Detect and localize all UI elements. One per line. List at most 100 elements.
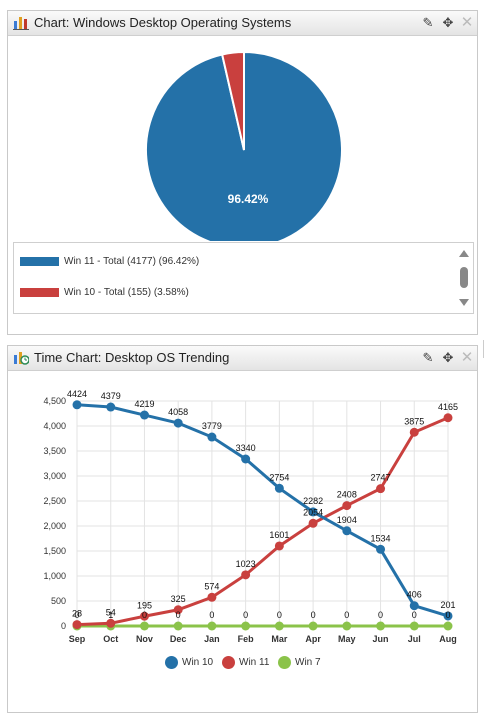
legend-dot xyxy=(165,656,178,669)
data-point[interactable] xyxy=(443,413,453,423)
data-point[interactable] xyxy=(207,592,217,602)
legend-swatch xyxy=(20,287,59,297)
data-point[interactable] xyxy=(106,402,116,412)
series-line-win11 xyxy=(76,416,449,627)
pie-slice-win10[interactable] xyxy=(220,50,245,151)
y-tick-label: 3,500 xyxy=(43,446,66,456)
data-point[interactable] xyxy=(139,611,149,621)
data-point[interactable] xyxy=(409,427,419,437)
legend-scrollbar[interactable] xyxy=(460,267,468,288)
data-label: 28 xyxy=(72,609,82,619)
data-point[interactable] xyxy=(173,418,183,428)
edit-icon[interactable]: ✎ xyxy=(422,15,434,30)
data-point[interactable] xyxy=(342,526,352,536)
x-tick-label: Feb xyxy=(238,634,255,644)
data-label: 1534 xyxy=(371,533,391,543)
data-point[interactable] xyxy=(173,605,183,615)
data-point[interactable] xyxy=(173,621,183,631)
line-chart-panel: Time Chart: Desktop OS Trending ✎ ✥ ✕ 0 5… xyxy=(7,345,478,713)
data-label: 201 xyxy=(440,600,455,610)
data-label: 574 xyxy=(204,581,219,591)
data-point[interactable] xyxy=(139,410,149,420)
data-label: 2054 xyxy=(303,507,323,517)
data-point[interactable] xyxy=(72,620,82,630)
data-point[interactable] xyxy=(342,501,352,511)
data-label: 3875 xyxy=(404,416,424,426)
x-tick-label: May xyxy=(338,634,356,644)
data-point[interactable] xyxy=(274,483,284,493)
legend-label: Win 11 xyxy=(239,657,270,669)
data-point[interactable] xyxy=(139,621,149,631)
data-point[interactable] xyxy=(376,484,386,494)
bar-chart-icon xyxy=(13,17,29,30)
time-chart-icon xyxy=(14,352,29,365)
data-label: 0 xyxy=(277,610,282,620)
legend-item-win7[interactable]: Win 7 xyxy=(278,656,321,669)
y-tick-label: 0 xyxy=(61,621,66,631)
data-point[interactable] xyxy=(376,544,386,554)
data-point[interactable] xyxy=(308,621,318,631)
data-label: 4219 xyxy=(134,399,154,409)
data-point[interactable] xyxy=(308,507,318,517)
line-panel-title: Time Chart: Desktop OS Trending xyxy=(34,350,230,365)
legend-item-win10[interactable]: Win 10 xyxy=(165,656,213,669)
y-tick-label: 1,000 xyxy=(43,571,66,581)
scroll-up-arrow-icon[interactable] xyxy=(459,250,469,257)
data-point[interactable] xyxy=(342,621,352,631)
data-point[interactable] xyxy=(308,518,318,528)
data-label: 1023 xyxy=(236,559,256,569)
legend-label: Win 10 - Total (155) (3.58%) xyxy=(64,287,189,298)
data-point[interactable] xyxy=(207,432,217,442)
data-label: 1904 xyxy=(337,515,357,525)
move-icon[interactable]: ✥ xyxy=(442,15,454,30)
data-label: 54 xyxy=(106,607,116,617)
x-tick-label: Nov xyxy=(136,634,153,644)
close-icon[interactable]: ✕ xyxy=(460,14,474,31)
data-point[interactable] xyxy=(443,621,453,631)
data-label: 195 xyxy=(137,600,152,610)
legend-swatch xyxy=(20,256,59,266)
pie-center-label: 96.42% xyxy=(228,192,269,206)
x-tick-label: Jan xyxy=(204,634,220,644)
data-point[interactable] xyxy=(409,621,419,631)
legend-label: Win 7 xyxy=(295,657,321,669)
data-label: 0 xyxy=(445,610,450,620)
data-point[interactable] xyxy=(241,621,251,631)
pie-legend: Win 11 - Total (4177) (96.42%) Win 10 - … xyxy=(13,242,474,314)
pie-slice-win11[interactable] xyxy=(145,50,343,241)
y-tick-label: 3,000 xyxy=(43,471,66,481)
legend-label: Win 10 xyxy=(182,657,214,669)
move-icon[interactable]: ✥ xyxy=(442,350,454,365)
data-point[interactable] xyxy=(241,454,251,464)
x-tick-label: Oct xyxy=(103,634,118,644)
data-point[interactable] xyxy=(443,611,453,621)
data-label: 4058 xyxy=(168,407,188,417)
data-label: 325 xyxy=(171,594,186,604)
edit-icon[interactable]: ✎ xyxy=(422,350,434,365)
data-point[interactable] xyxy=(241,570,251,580)
legend-item-win10[interactable]: Win 10 - Total (155) (3.58%) xyxy=(20,287,189,298)
data-point[interactable] xyxy=(274,541,284,551)
scroll-down-arrow-icon[interactable] xyxy=(459,299,469,306)
data-point[interactable] xyxy=(409,601,419,611)
data-label: 1601 xyxy=(269,530,289,540)
legend-item-win11[interactable]: Win 11 - Total (4177) (96.42%) xyxy=(20,256,199,267)
data-label: 0 xyxy=(311,610,316,620)
legend-dot xyxy=(222,656,235,669)
data-label: 0 xyxy=(142,610,147,620)
data-point[interactable] xyxy=(376,621,386,631)
data-point[interactable] xyxy=(274,621,284,631)
close-icon[interactable]: ✕ xyxy=(460,349,474,366)
data-label: 4424 xyxy=(67,389,87,399)
data-point[interactable] xyxy=(106,618,116,628)
legend-dot xyxy=(278,656,291,669)
legend-item-win11[interactable]: Win 11 xyxy=(222,656,269,669)
y-tick-label: 4,000 xyxy=(43,421,66,431)
data-label: 406 xyxy=(407,590,422,600)
data-label: 0 xyxy=(209,610,214,620)
data-label: 0 xyxy=(412,610,417,620)
data-point[interactable] xyxy=(72,400,82,410)
pie-chart-panel: Chart: Windows Desktop Operating Systems… xyxy=(7,10,478,335)
data-label: 2754 xyxy=(269,472,289,482)
data-point[interactable] xyxy=(207,621,217,631)
